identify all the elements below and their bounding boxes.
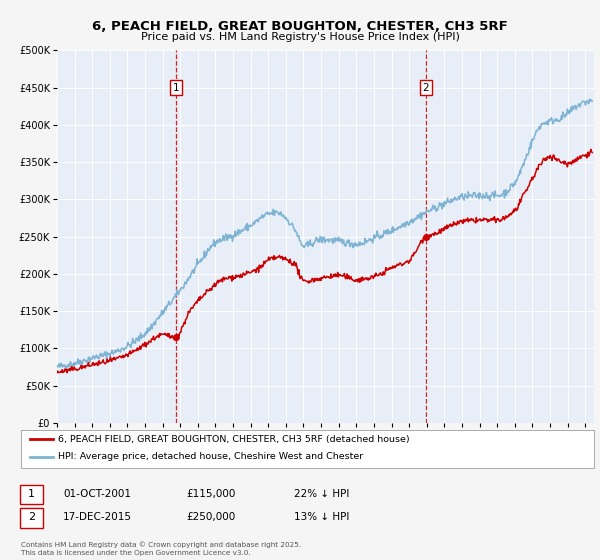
Text: HPI: Average price, detached house, Cheshire West and Chester: HPI: Average price, detached house, Ches… bbox=[58, 452, 364, 461]
Text: 1: 1 bbox=[173, 83, 179, 92]
Text: 13% ↓ HPI: 13% ↓ HPI bbox=[294, 512, 349, 522]
Text: 22% ↓ HPI: 22% ↓ HPI bbox=[294, 489, 349, 499]
Text: 2: 2 bbox=[423, 83, 430, 92]
Text: 2: 2 bbox=[28, 512, 35, 522]
Text: 6, PEACH FIELD, GREAT BOUGHTON, CHESTER, CH3 5RF (detached house): 6, PEACH FIELD, GREAT BOUGHTON, CHESTER,… bbox=[58, 435, 410, 444]
Text: 1: 1 bbox=[28, 489, 35, 499]
Text: Price paid vs. HM Land Registry's House Price Index (HPI): Price paid vs. HM Land Registry's House … bbox=[140, 32, 460, 43]
Text: Contains HM Land Registry data © Crown copyright and database right 2025.
This d: Contains HM Land Registry data © Crown c… bbox=[21, 541, 301, 556]
Text: £115,000: £115,000 bbox=[186, 489, 235, 499]
Text: 6, PEACH FIELD, GREAT BOUGHTON, CHESTER, CH3 5RF: 6, PEACH FIELD, GREAT BOUGHTON, CHESTER,… bbox=[92, 20, 508, 33]
Text: 01-OCT-2001: 01-OCT-2001 bbox=[63, 489, 131, 499]
Text: £250,000: £250,000 bbox=[186, 512, 235, 522]
Text: 17-DEC-2015: 17-DEC-2015 bbox=[63, 512, 132, 522]
